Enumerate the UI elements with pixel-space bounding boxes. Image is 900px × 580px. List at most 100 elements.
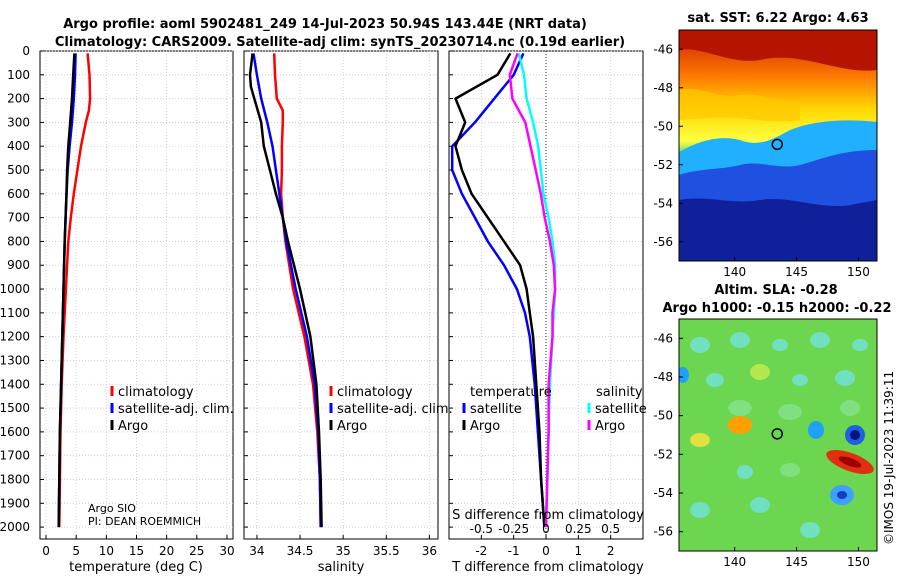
title-line-2: Climatology: CARS2009. Satellite-adj cli… xyxy=(55,35,625,50)
legend-title-temperature: temperature xyxy=(470,385,552,400)
depth-tick-label: 600 xyxy=(7,187,30,201)
temp-xtick-label: 25 xyxy=(189,544,204,558)
sla-lat-label: -52 xyxy=(653,447,673,461)
depth-tick-label: 1100 xyxy=(0,306,30,320)
depth-tick-label: 2000 xyxy=(0,520,30,534)
sst-map-title: sat. SST: 6.22 Argo: 4.63 xyxy=(687,11,868,26)
sla-map-image xyxy=(679,319,877,551)
temp-series-group xyxy=(57,53,92,528)
sla-lat-label: -46 xyxy=(653,331,673,345)
temperature-legend: climatology satellite-adj. clim. Argo xyxy=(110,385,234,434)
salinity-legend: climatology satellite-adj. clim. Argo xyxy=(329,385,453,434)
sla-lat-label: -56 xyxy=(653,525,673,539)
temp-xtick-label: 30 xyxy=(219,544,234,558)
depth-tick-label: 1600 xyxy=(0,425,30,439)
temp-xtick-label: 10 xyxy=(99,544,114,558)
depth-tick-label: 500 xyxy=(7,163,30,177)
legend-label-climatology: climatology xyxy=(337,385,413,400)
sla-lat-label: -50 xyxy=(653,409,673,423)
salinity-diff-tick-label: 0.5 xyxy=(601,522,620,536)
legend-label-satellite: satellite-adj. clim. xyxy=(118,402,234,417)
sal-xtick-label: 35.5 xyxy=(373,544,400,558)
sal-xtick-label: 35 xyxy=(336,544,351,558)
salinity-diff-tick-label: 0.25 xyxy=(565,522,592,536)
temp-xtick-label: 20 xyxy=(159,544,174,558)
depth-tick-label: 900 xyxy=(7,258,30,272)
depth-tick-label: 1500 xyxy=(0,401,30,415)
sla-map-title-line-1: Altim. SLA: -0.28 xyxy=(714,283,837,298)
legend-label-argo: Argo xyxy=(337,419,367,434)
sst-lat-label: -52 xyxy=(653,158,673,172)
legend-label-satellite: satellite-adj. clim. xyxy=(337,402,453,417)
temp-xtick-label: 0 xyxy=(42,544,50,558)
series-line-argo xyxy=(248,53,323,528)
salinity-diff-tick-label: 0 xyxy=(542,522,550,536)
diff-xtick-label: 2 xyxy=(607,544,615,558)
sst-lat-label: -48 xyxy=(653,81,673,95)
depth-tick-label: 800 xyxy=(7,234,30,248)
legend-label-argo: Argo xyxy=(118,419,148,434)
sst-lon-label: 140 xyxy=(723,265,746,279)
sst-lat-label: -46 xyxy=(653,42,673,56)
sst-float-marker xyxy=(771,138,784,151)
legend-label-t-argo: Argo xyxy=(470,419,500,434)
sal-xtick-label: 34 xyxy=(249,544,264,558)
temperature-xlabel: temperature (deg C) xyxy=(69,560,203,575)
sla-map-frame xyxy=(678,318,878,552)
sst-map-image xyxy=(679,30,877,261)
diff-xtick-label: -1 xyxy=(508,544,520,558)
depth-tick-label: 100 xyxy=(7,68,30,82)
series-line-t-argo xyxy=(454,52,546,528)
depth-tick-label: 400 xyxy=(7,139,30,153)
sst-lat-label: -54 xyxy=(653,196,673,210)
legend-label-s-argo: Argo xyxy=(595,419,625,434)
temp-xtick-label: 5 xyxy=(72,544,80,558)
sla-lon-label: 150 xyxy=(847,555,870,569)
sla-lat-label: -54 xyxy=(653,486,673,500)
difference-xlabel: T difference from climatology xyxy=(451,560,644,575)
depth-tick-label: 1300 xyxy=(0,353,30,367)
difference-top-label: S difference from climatology xyxy=(452,508,644,523)
sal-xtick-label: 34.5 xyxy=(287,544,314,558)
sal-series-group xyxy=(248,53,323,528)
legend-label-climatology: climatology xyxy=(118,385,194,400)
depth-tick-label: 1200 xyxy=(0,330,30,344)
temp-xtick-label: 15 xyxy=(129,544,144,558)
sla-float-marker xyxy=(771,428,784,440)
depth-tick-label: 1000 xyxy=(0,282,30,296)
diff-xtick-label: -2 xyxy=(475,544,487,558)
sst-lon-label: 150 xyxy=(847,265,870,279)
sla-lat-label: -48 xyxy=(653,370,673,384)
sst-lon-label: 145 xyxy=(785,265,808,279)
salinity-diff-tick-label: -0.5 xyxy=(470,522,493,536)
depth-tick-label: 1700 xyxy=(0,449,30,463)
depth-tick-label: 300 xyxy=(7,115,30,129)
imos-watermark: ©IMOS 19-Jul-2023 11:39:11 xyxy=(882,371,896,545)
diff-series-group xyxy=(450,52,557,528)
sla-lon-label: 140 xyxy=(723,555,746,569)
sla-lon-label: 145 xyxy=(785,555,808,569)
difference-legend: temperature satellite Argo salinity sate… xyxy=(462,385,647,434)
salinity-diff-tick-label: -0.25 xyxy=(498,522,529,536)
legend-label-t-satellite: satellite xyxy=(470,402,522,417)
legend-label-s-satellite: satellite xyxy=(595,402,647,417)
depth-tick-label: 0 xyxy=(22,44,30,58)
title-line-1: Argo profile: aoml 5902481_249 14-Jul-20… xyxy=(63,17,587,32)
diff-xtick-label: 0 xyxy=(542,544,550,558)
depth-tick-label: 1800 xyxy=(0,472,30,486)
legend-title-salinity: salinity xyxy=(596,385,643,400)
depth-tick-label: 200 xyxy=(7,92,30,106)
sst-lat-label: -56 xyxy=(653,235,673,249)
sst-map-frame xyxy=(678,29,878,262)
depth-tick-label: 700 xyxy=(7,211,30,225)
salinity-xlabel: salinity xyxy=(318,560,365,575)
series-line-argo xyxy=(57,53,76,528)
series-line-t-satellite xyxy=(450,52,546,528)
sal-xtick-label: 36 xyxy=(422,544,437,558)
sst-lat-label: -50 xyxy=(653,119,673,133)
diff-xtick-label: 1 xyxy=(575,544,583,558)
salinity-axes xyxy=(243,50,439,540)
depth-tick-label: 1400 xyxy=(0,377,30,391)
institution-label: Argo SIO xyxy=(88,502,136,515)
